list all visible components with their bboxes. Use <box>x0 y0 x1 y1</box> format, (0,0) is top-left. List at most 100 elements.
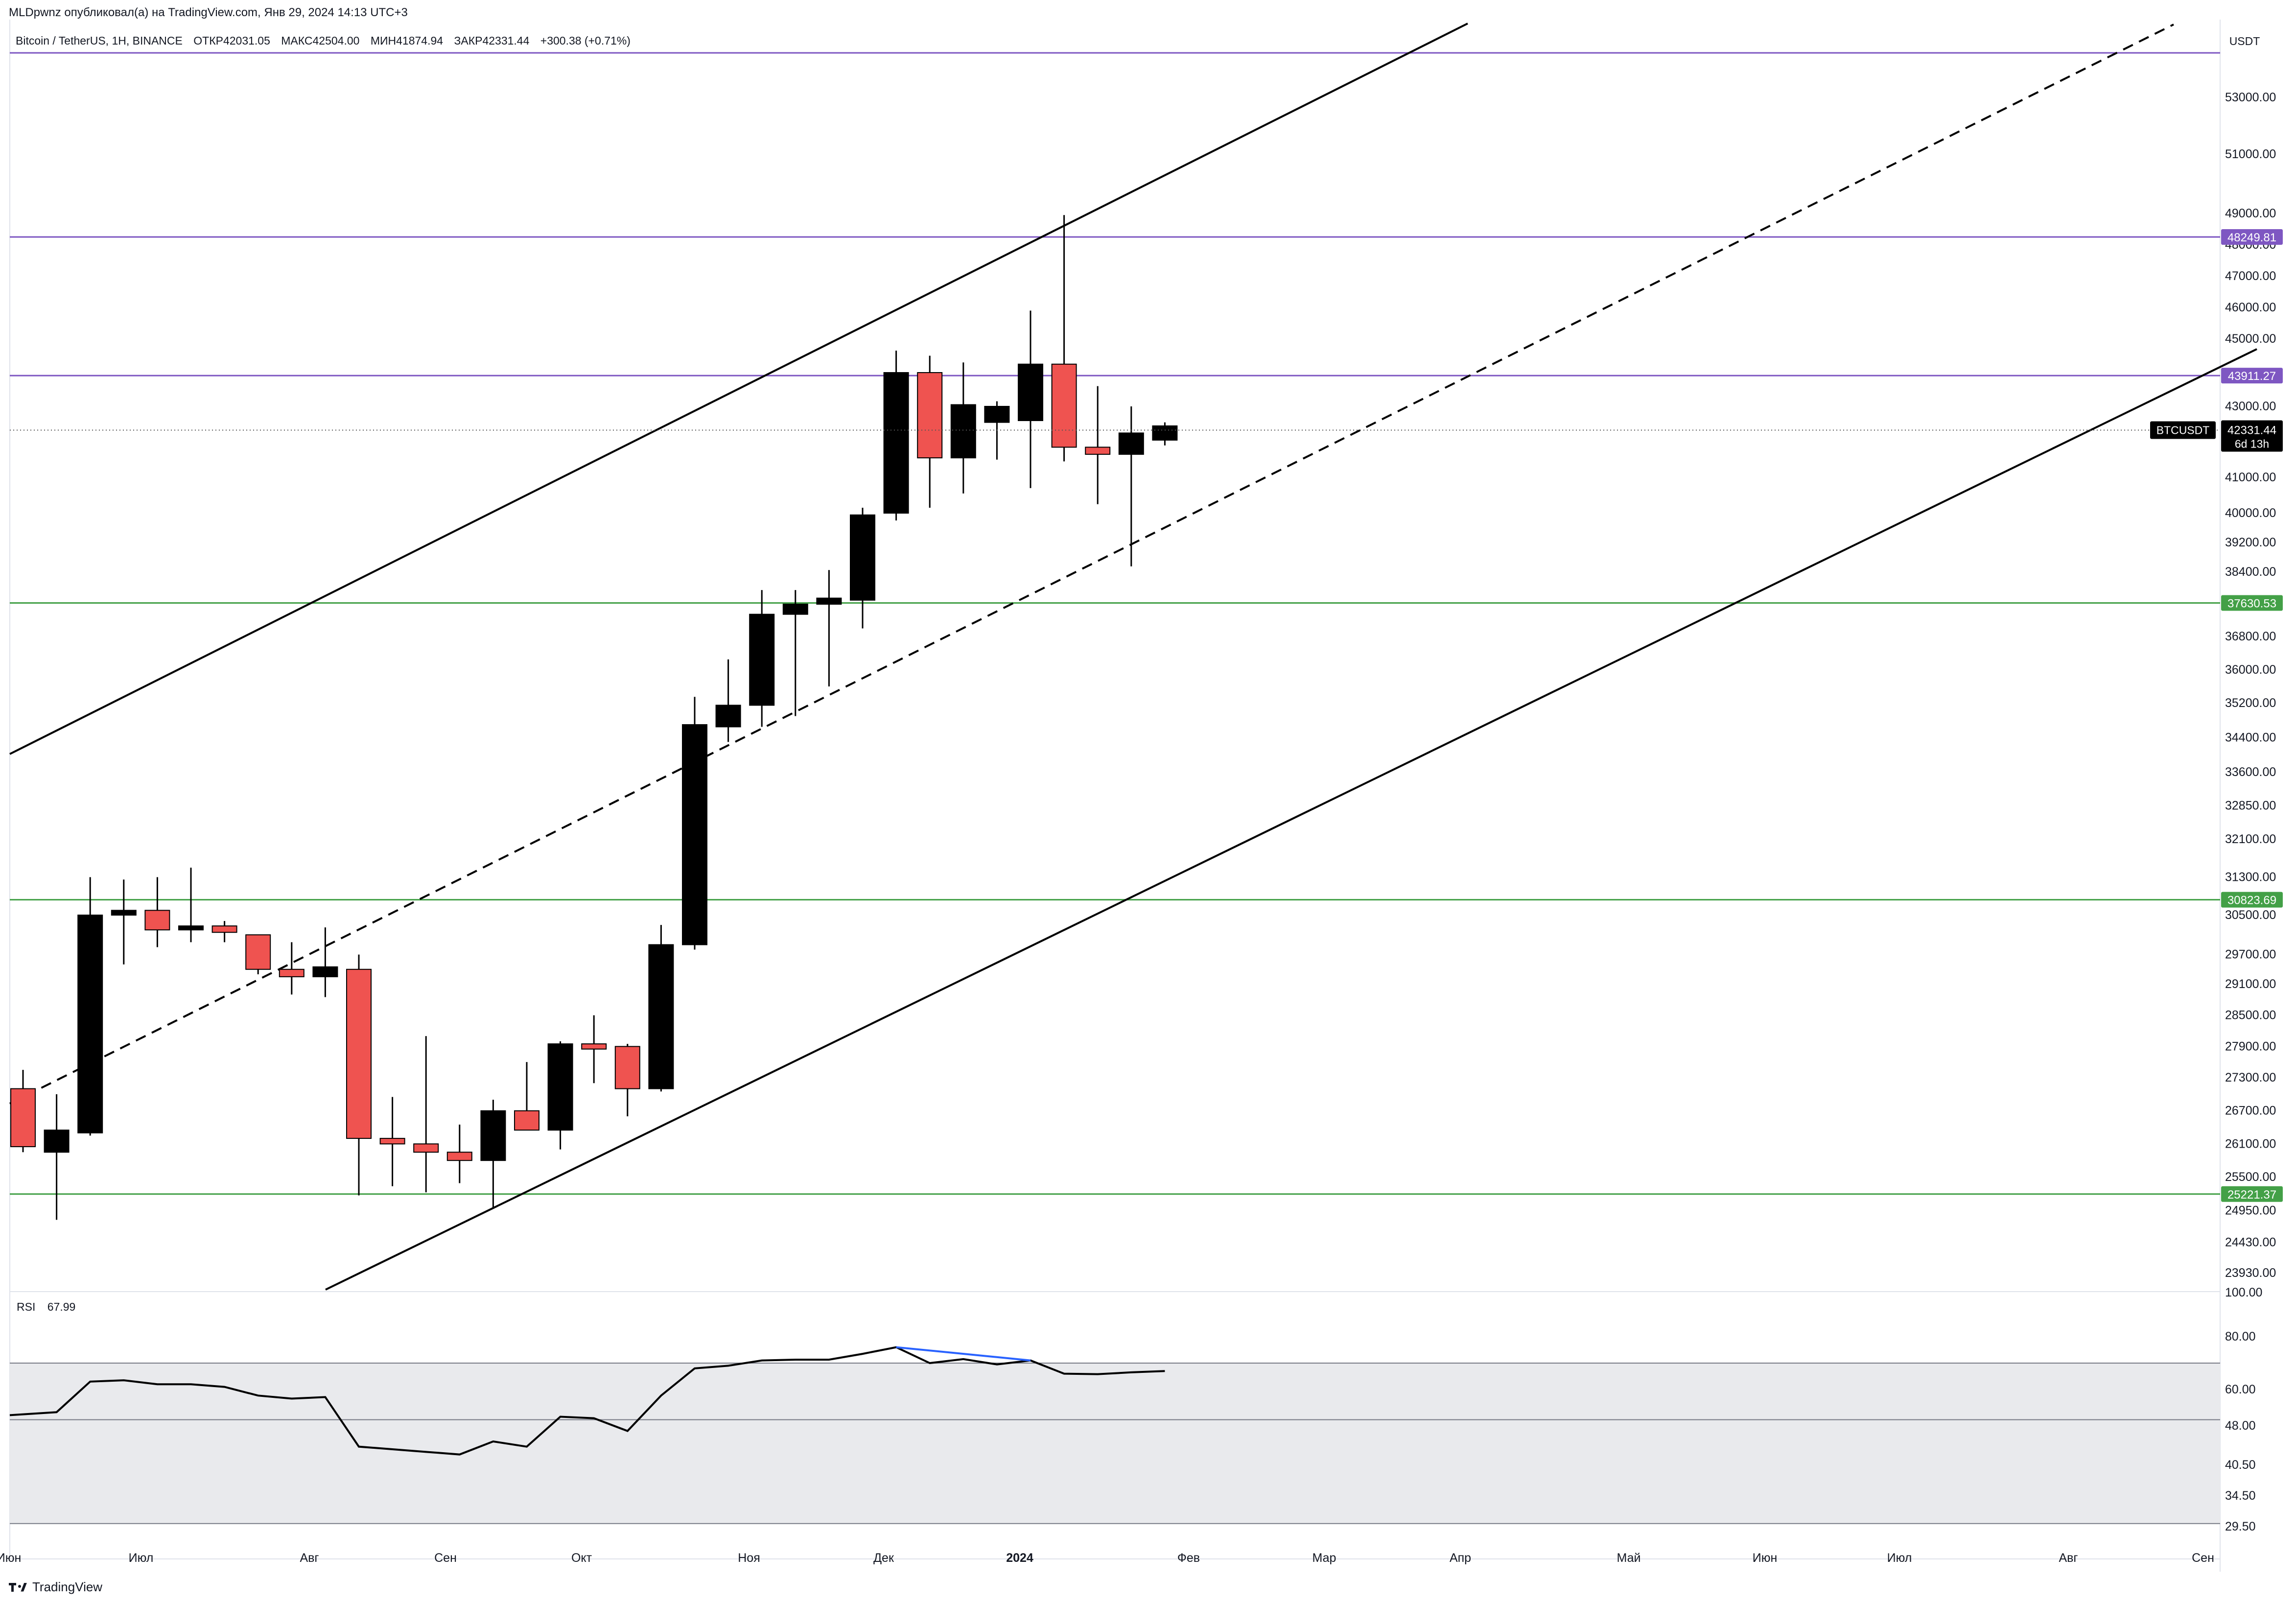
price-tick-label: 39200.00 <box>2225 536 2276 549</box>
rsi-name: RSI <box>17 1300 36 1313</box>
price-tick-label: 29100.00 <box>2225 977 2276 991</box>
level-price-text: 48249.81 <box>2227 231 2276 244</box>
candle-body <box>211 925 237 933</box>
rsi-tick-label: 34.50 <box>2225 1489 2256 1503</box>
candle-body <box>178 925 204 931</box>
time-tick-label: Июн <box>0 1551 21 1565</box>
candle-body <box>279 968 305 977</box>
time-tick-label: Сен <box>434 1551 457 1565</box>
time-tick-label: Июн <box>1753 1551 1778 1565</box>
price-tick-label: 24950.00 <box>2225 1204 2276 1218</box>
rsi-axis: 100.00 80.00 60.00 48.00 40.50 34.50 29.50 <box>2225 1286 2262 1533</box>
time-tick-label: Май <box>1617 1551 1641 1565</box>
candle-body <box>883 372 909 514</box>
candle-body <box>782 604 808 615</box>
candle-body <box>1118 432 1144 455</box>
price-tick-label: 45000.00 <box>2225 332 2276 346</box>
price-tick-label: 33600.00 <box>2225 765 2276 779</box>
time-tick-label: Мар <box>1312 1551 1336 1565</box>
time-tick-label: Дек <box>873 1551 894 1565</box>
publisher-line: MLDpwnz опубликовал(а) на TradingView.co… <box>9 6 408 19</box>
candle-body <box>816 597 842 605</box>
level-price-tag <box>2221 229 2283 245</box>
time-tick-label: Сен <box>2192 1551 2214 1565</box>
price-tick-label: 30500.00 <box>2225 908 2276 922</box>
rsi-divergence-line <box>896 1346 1031 1362</box>
candlestick-series <box>10 215 1178 1220</box>
horizontal-levels <box>10 52 2220 1195</box>
level-price-text: 25221.37 <box>2227 1188 2276 1202</box>
price-tick-label: 36800.00 <box>2225 630 2276 643</box>
tradingview-logo-icon <box>9 1582 28 1593</box>
level-price-tag <box>2221 368 2283 384</box>
rsi-legend[interactable]: RSI 67.99 <box>17 1300 84 1314</box>
price-tags: 48249.81 43911.27 37630.53 30823.69 25221.37… <box>2150 229 2283 1202</box>
level-price-tag <box>2221 595 2283 611</box>
time-tick-label: Фев <box>1177 1551 1200 1565</box>
price-tick-label: 31300.00 <box>2225 871 2276 884</box>
rsi-line <box>9 1346 1165 1456</box>
price-tick-label: 47000.00 <box>2225 269 2276 283</box>
candle-body <box>682 724 707 945</box>
time-tick-label: Июл <box>1887 1551 1912 1565</box>
candle-body <box>77 915 103 1133</box>
price-tick-label: 32850.00 <box>2225 799 2276 813</box>
open-value: ОТКР42031.05 <box>193 34 270 47</box>
candle-body <box>480 1110 506 1161</box>
candle-body <box>1018 363 1043 421</box>
candle-body <box>749 613 775 706</box>
rsi-pane <box>9 1346 2220 1524</box>
candle-body <box>984 406 1010 423</box>
symbol-info-bar: Bitcoin / TetherUS, 1H, BINANCE ОТКР4203… <box>16 34 638 47</box>
symbol-name[interactable]: Bitcoin / TetherUS, 1H, BINANCE <box>16 34 183 47</box>
candle-body <box>379 1138 405 1145</box>
close-value: ЗАКР42331.44 <box>454 34 530 47</box>
price-tick-label: 40000.00 <box>2225 506 2276 520</box>
price-tick-label: 28500.00 <box>2225 1009 2276 1022</box>
price-tick-label: 26700.00 <box>2225 1104 2276 1118</box>
price-tick-label: 24430.00 <box>2225 1236 2276 1249</box>
rsi-tick-label: 48.00 <box>2225 1419 2256 1433</box>
candle-body <box>614 1046 640 1089</box>
ticker-tag <box>2150 421 2216 439</box>
candle-body <box>312 966 338 977</box>
time-tick-label: 2024 <box>1006 1551 1033 1565</box>
tradingview-branding[interactable]: TradingView <box>9 1579 102 1595</box>
candle-body <box>514 1110 539 1131</box>
candle-body <box>1085 447 1111 455</box>
time-tick-label: Ноя <box>738 1551 760 1565</box>
price-tick-label: 53000.00 <box>2225 91 2276 104</box>
level-price-tag <box>2221 1186 2283 1202</box>
price-tick-label: 25500.00 <box>2225 1170 2276 1184</box>
level-price-text: 30823.69 <box>2227 894 2276 907</box>
currency-label: USDT <box>2229 35 2260 47</box>
candle-body <box>446 1152 472 1161</box>
trend-channel[interactable] <box>9 23 2257 1291</box>
countdown-text: 6d 13h <box>2235 437 2269 450</box>
candle-body <box>144 910 170 931</box>
candle-body <box>346 968 372 1139</box>
brand-name: TradingView <box>32 1579 103 1594</box>
channel-median-line <box>9 24 2174 1105</box>
candle-body <box>44 1130 70 1153</box>
level-price-text: 37630.53 <box>2227 597 2276 610</box>
price-tick-label: 29700.00 <box>2225 948 2276 962</box>
rsi-tick-label: 100.00 <box>2225 1286 2262 1299</box>
price-tick-label: 34400.00 <box>2225 731 2276 745</box>
candle-body <box>1152 425 1178 441</box>
level-price-text: 43911.27 <box>2228 370 2276 383</box>
price-tick-label: 51000.00 <box>2225 147 2276 161</box>
rsi-band <box>10 1363 2220 1524</box>
candle-body <box>245 934 271 970</box>
candle-body <box>581 1043 607 1050</box>
candle-body <box>111 910 137 916</box>
last-price-tag <box>2221 420 2283 452</box>
candle-body <box>1051 363 1077 448</box>
candle-body <box>547 1043 573 1131</box>
level-price-tag <box>2221 892 2283 908</box>
price-tick-label: 23930.00 <box>2225 1266 2276 1280</box>
time-axis[interactable]: Июн Июл Авг Сен Окт Ноя Дек 2024 Фев Мар Апр Май Июн… <box>0 1551 2214 1565</box>
ticker-text: BTCUSDT <box>2156 424 2210 436</box>
price-tick-label: 41000.00 <box>2225 471 2276 484</box>
